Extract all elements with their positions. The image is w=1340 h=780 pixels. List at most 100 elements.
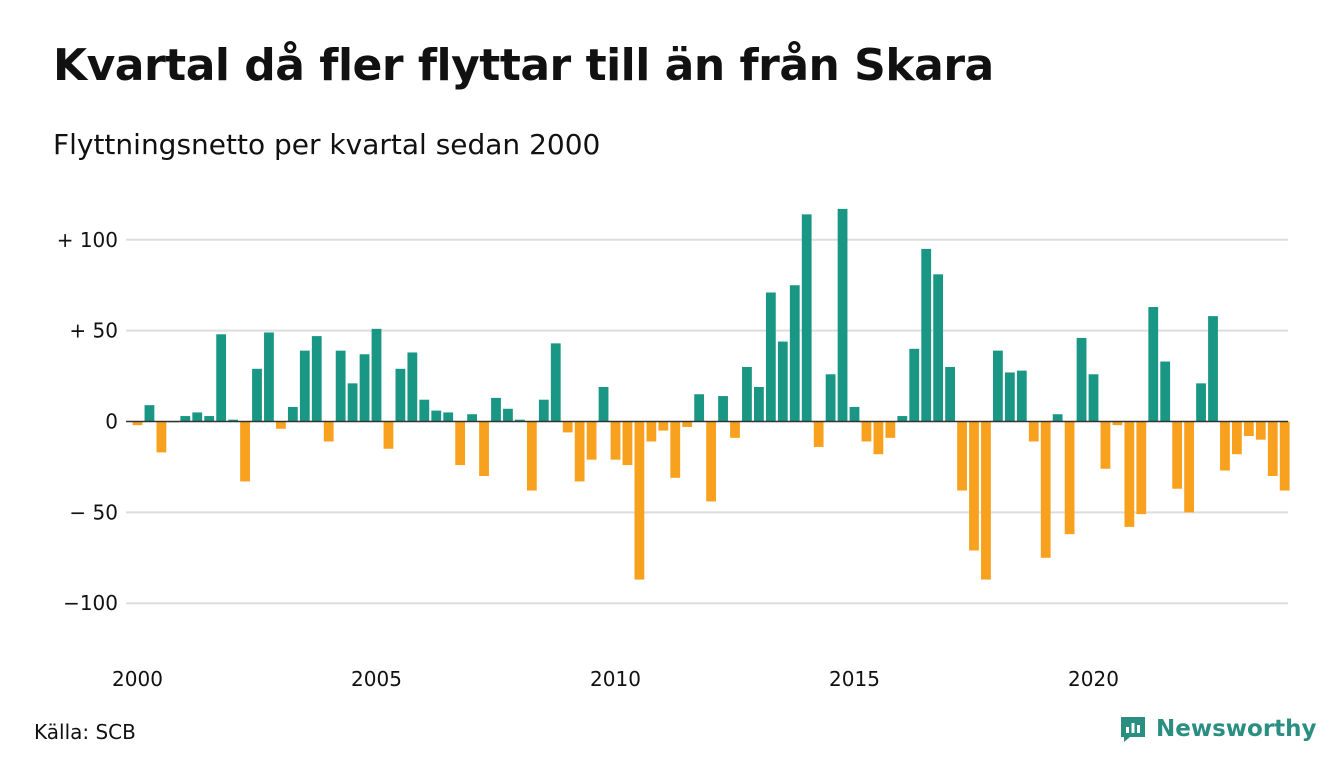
bar-2005-q1 — [371, 328, 382, 422]
bar-2020-q1 — [1088, 374, 1099, 422]
bar-2005-q3 — [395, 368, 406, 422]
bar-2002-q3 — [252, 368, 262, 422]
bar-2001-q1 — [180, 416, 191, 422]
bar-2019-q3 — [1064, 421, 1075, 535]
bar-2005-q2 — [383, 421, 394, 449]
bar-2012-q2 — [718, 396, 728, 422]
bar-2007-q1 — [467, 414, 477, 422]
bar-2011-q1 — [658, 421, 669, 431]
bar-2024-q1 — [1279, 421, 1290, 491]
bar-2013-q3 — [777, 341, 788, 422]
bar-2010-q2 — [622, 421, 633, 466]
bar-2015-q4 — [885, 421, 896, 438]
bar-2012-q1 — [706, 421, 716, 502]
bar-2001-q3 — [204, 416, 215, 422]
bar-2008-q4 — [550, 343, 561, 422]
y-tick-label: + 50 — [69, 319, 118, 343]
bar-2014-q4 — [837, 208, 848, 422]
bar-2021-q4 — [1172, 421, 1183, 489]
bar-2015-q3 — [873, 421, 884, 455]
newsworthy-logo-icon — [1121, 717, 1145, 742]
bar-2022-q2 — [1196, 383, 1206, 422]
bar-2016-q4 — [933, 274, 944, 422]
bar-2009-q2 — [574, 421, 585, 482]
bar-2022-q1 — [1184, 421, 1194, 513]
bar-2017-q4 — [981, 421, 991, 580]
bar-2003-q1 — [276, 421, 286, 429]
bar-2017-q1 — [945, 366, 955, 422]
bar-2004-q4 — [359, 354, 370, 422]
bar-2000-q3 — [156, 421, 167, 453]
bar-2006-q1 — [419, 399, 430, 422]
bar-2004-q2 — [335, 350, 346, 422]
bar-2015-q2 — [861, 421, 872, 442]
bar-2008-q1 — [515, 419, 525, 422]
bar-2013-q1 — [754, 386, 764, 422]
bar-2011-q2 — [670, 421, 681, 478]
bar-2010-q3 — [634, 421, 645, 580]
bar-2002-q1 — [228, 419, 238, 422]
x-tick-label: 2000 — [112, 667, 163, 691]
bar-2020-q3 — [1112, 421, 1123, 426]
brand-logo[interactable]: Newsworthy — [1118, 714, 1317, 744]
bar-2016-q3 — [921, 248, 932, 422]
bar-2020-q2 — [1100, 421, 1111, 469]
y-tick-label: 0 — [105, 410, 118, 434]
bar-2007-q3 — [491, 397, 501, 422]
bar-2013-q2 — [765, 292, 776, 422]
bars — [132, 208, 1290, 580]
bar-2019-q4 — [1076, 337, 1087, 422]
bar-2013-q4 — [789, 285, 800, 422]
bar-2023-q1 — [1232, 421, 1242, 455]
bar-2016-q2 — [909, 348, 920, 422]
bar-2021-q1 — [1136, 421, 1147, 515]
gridlines — [126, 238, 1288, 605]
bar-2016-q1 — [897, 416, 908, 422]
bar-2018-q4 — [1028, 421, 1039, 442]
bar-2021-q3 — [1160, 361, 1171, 422]
bar-2018-q3 — [1016, 370, 1027, 422]
bar-2022-q3 — [1208, 316, 1218, 422]
bar-2005-q4 — [407, 352, 418, 422]
source-note: Källa: SCB — [34, 720, 136, 744]
bar-2023-q4 — [1267, 421, 1278, 477]
bar-2023-q2 — [1243, 421, 1254, 437]
y-tick-label: − 50 — [69, 500, 118, 524]
bar-2017-q3 — [969, 421, 979, 551]
bar-2018-q1 — [993, 350, 1003, 422]
bar-2011-q3 — [682, 421, 693, 427]
chart-subtitle: Flyttningsnetto per kvartal sedan 2000 — [53, 128, 601, 161]
bar-2012-q4 — [742, 366, 752, 422]
bar-2006-q2 — [431, 410, 442, 422]
bar-2002-q4 — [264, 332, 274, 422]
bar-2000-q1 — [132, 421, 143, 426]
bar-2001-q2 — [192, 412, 203, 422]
bar-2003-q2 — [287, 406, 298, 422]
x-axis-ticks: 2000 2005 2010 2015 2020 — [112, 667, 1119, 691]
bar-2023-q3 — [1255, 421, 1266, 440]
bar-2009-q1 — [562, 421, 573, 433]
x-tick-label: 2010 — [590, 667, 641, 691]
x-tick-label: 2015 — [829, 667, 880, 691]
bar-2018-q2 — [1004, 372, 1015, 422]
bar-2004-q1 — [323, 421, 334, 442]
bar-2000-q2 — [144, 405, 155, 422]
bar-2010-q1 — [610, 421, 621, 460]
bar-2022-q4 — [1220, 421, 1230, 471]
bar-2017-q2 — [957, 421, 967, 491]
x-tick-label: 2020 — [1068, 667, 1119, 691]
bar-2008-q3 — [538, 399, 549, 422]
bar-2001-q4 — [216, 334, 227, 422]
bar-2008-q2 — [526, 421, 537, 491]
bar-2021-q2 — [1148, 307, 1159, 422]
bar-2006-q3 — [443, 412, 454, 422]
bar-2020-q4 — [1124, 421, 1135, 527]
bar-2007-q4 — [503, 408, 513, 422]
bar-2011-q4 — [694, 394, 705, 422]
bar-2003-q3 — [299, 350, 310, 422]
bar-2014-q2 — [813, 421, 824, 447]
bar-2015-q1 — [849, 406, 860, 422]
bar-2003-q4 — [311, 336, 322, 422]
x-tick-label: 2005 — [351, 667, 402, 691]
brand-name: Newsworthy — [1156, 716, 1317, 742]
